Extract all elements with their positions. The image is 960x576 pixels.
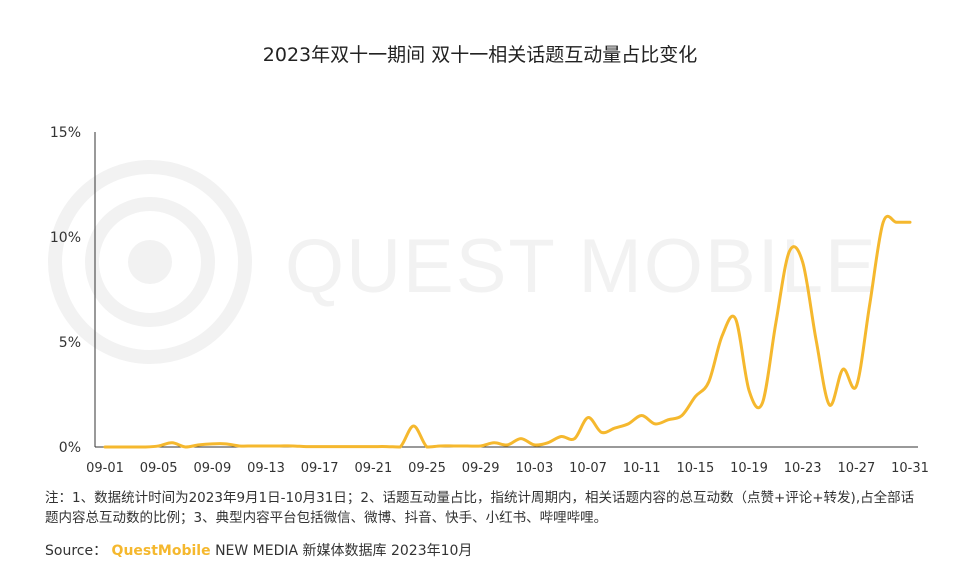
x-tick-label: 10-31 [891, 461, 929, 476]
x-tick-label: 09-13 [247, 461, 285, 476]
x-tick-label: 10-23 [784, 461, 822, 476]
y-tick-label: 0% [59, 440, 81, 456]
x-tick-label: 09-17 [301, 461, 339, 476]
source-rest: NEW MEDIA 新媒体数据库 2023年10月 [215, 543, 473, 559]
x-tick-label: 10-19 [730, 461, 768, 476]
x-tick-label: 09-29 [462, 461, 500, 476]
x-tick-label: 09-05 [140, 461, 178, 476]
x-tick-label: 09-01 [86, 461, 124, 476]
source-brand: QuestMobile [111, 543, 211, 559]
source-label: Source： [45, 543, 108, 559]
chart-title: 2023年双十一期间 双十一相关话题互动量占比变化 [262, 44, 698, 66]
x-tick-label: 10-03 [515, 461, 553, 476]
x-tick-label: 10-07 [569, 461, 607, 476]
x-tick-label: 09-21 [354, 461, 392, 476]
watermark: QUEST MOBILE [48, 160, 878, 364]
y-tick-label: 10% [50, 230, 81, 246]
x-tick-label: 09-25 [408, 461, 446, 476]
x-tick-label: 10-11 [623, 461, 661, 476]
x-tick-label: 09-09 [193, 461, 231, 476]
watermark-text: QUEST MOBILE [285, 224, 878, 309]
footnote: 注：1、数据统计时间为2023年9月1日-10月31日；2、话题互动量占比，指统… [45, 490, 915, 526]
y-tick-label: 5% [59, 335, 81, 351]
series-line [103, 214, 912, 449]
y-tick-label: 15% [50, 125, 81, 141]
x-tick-label: 10-15 [676, 461, 714, 476]
x-tick-label: 10-27 [837, 461, 875, 476]
source-line: Source： QuestMobile NEW MEDIA 新媒体数据库 202… [45, 540, 472, 560]
